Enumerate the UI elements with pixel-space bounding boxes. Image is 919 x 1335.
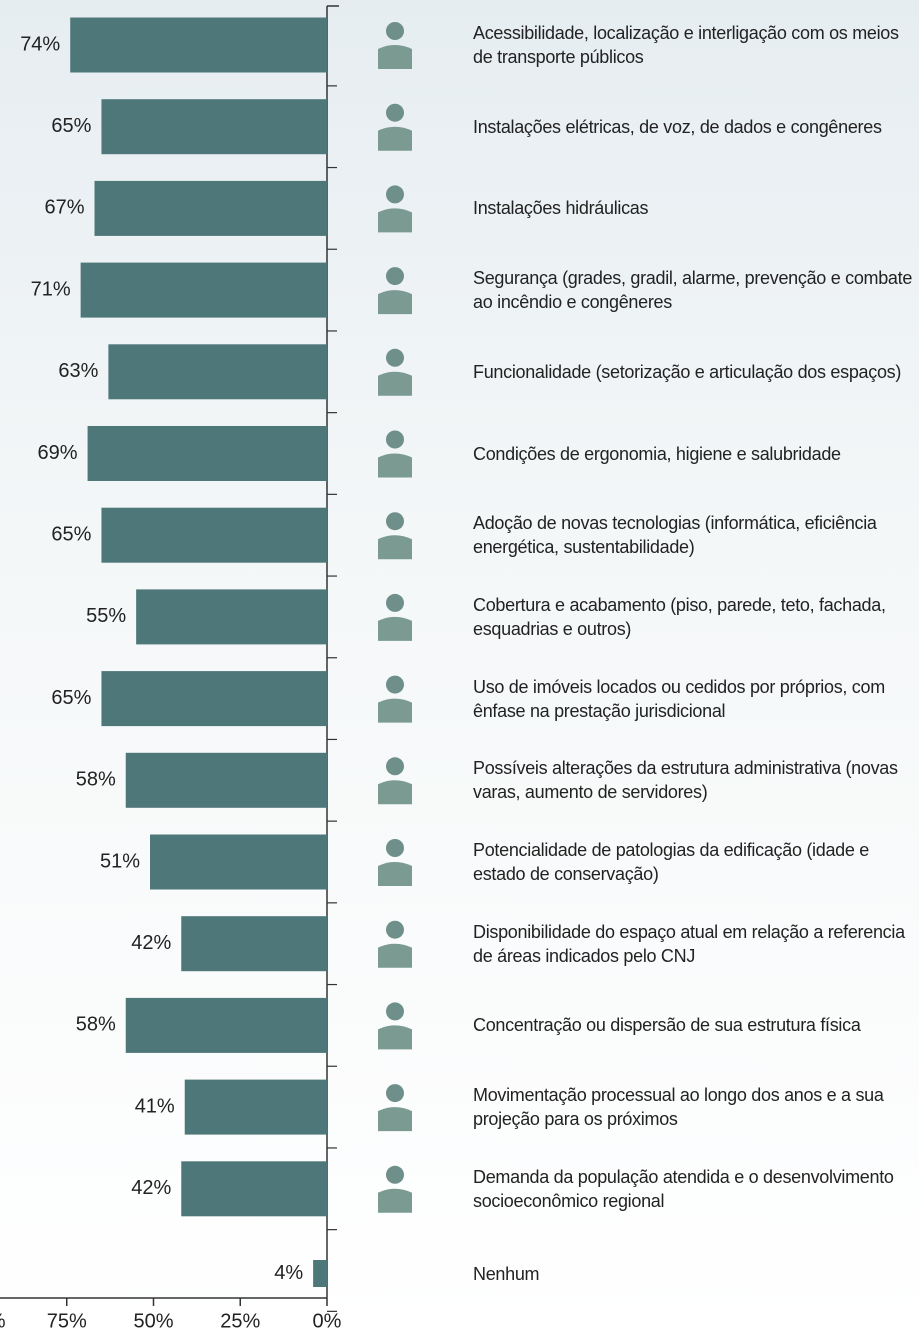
value-label: 65% xyxy=(51,687,91,709)
icon xyxy=(378,45,412,69)
icon xyxy=(386,1166,404,1184)
category-label: Concentração ou dispersão de sua estrutu… xyxy=(473,1013,917,1037)
category-label: Condições de ergonomia, higiene e salubr… xyxy=(473,442,917,466)
icon xyxy=(378,780,412,804)
x-tick-label: 0% xyxy=(313,1310,342,1332)
value-label: 55% xyxy=(86,605,126,627)
icon xyxy=(386,104,404,122)
bar xyxy=(101,508,327,563)
value-label: 74% xyxy=(20,33,60,55)
icon xyxy=(378,208,412,232)
bar xyxy=(95,181,327,236)
value-label: 71% xyxy=(31,278,71,300)
bar xyxy=(313,1260,327,1287)
icon xyxy=(378,617,412,641)
icon xyxy=(386,676,404,694)
bar xyxy=(126,753,327,808)
icon xyxy=(386,431,404,449)
x-tick-label: 75% xyxy=(47,1310,87,1332)
x-tick-label: 25% xyxy=(220,1310,260,1332)
bar xyxy=(88,426,327,481)
bar xyxy=(181,1161,327,1216)
value-label: 42% xyxy=(131,932,171,954)
icon xyxy=(378,1025,412,1049)
value-label: 63% xyxy=(58,360,98,382)
icon xyxy=(378,1189,412,1213)
category-label: Potencialidade de patologias da edificaç… xyxy=(473,838,917,886)
icon xyxy=(386,349,404,367)
category-label: Movimentação processual ao longo dos ano… xyxy=(473,1083,917,1131)
value-label: 58% xyxy=(76,769,116,791)
icon xyxy=(386,839,404,857)
bar xyxy=(108,344,327,399)
icon xyxy=(378,535,412,559)
bar xyxy=(126,998,327,1053)
icon xyxy=(378,699,412,723)
icon xyxy=(378,944,412,968)
icon xyxy=(378,372,412,396)
icon xyxy=(386,185,404,203)
bar xyxy=(101,671,327,726)
value-label: 67% xyxy=(44,197,84,219)
bar xyxy=(81,263,327,318)
value-label: 51% xyxy=(100,850,140,872)
icon xyxy=(386,921,404,939)
value-label: 4% xyxy=(274,1262,303,1284)
category-label: Nenhum xyxy=(473,1262,917,1286)
x-tick-label: 50% xyxy=(133,1310,173,1332)
x-tick-label: 100% xyxy=(0,1310,6,1332)
category-label: Funcionalidade (setorização e articulaçã… xyxy=(473,360,917,384)
page: 100% 75% 50% 25% 0% 74% 65% 67% 71% 63% 69% 65% 55% 6… xyxy=(0,0,919,1335)
category-label: Instalações elétricas, de voz, de dados … xyxy=(473,115,917,139)
icon xyxy=(386,594,404,612)
category-label: Uso de imóveis locados ou cedidos por pr… xyxy=(473,675,917,723)
bar xyxy=(136,589,327,644)
bar xyxy=(70,18,327,73)
category-label: Disponibilidade do espaço atual em relaç… xyxy=(473,920,917,968)
value-label: 58% xyxy=(76,1014,116,1036)
icon xyxy=(386,1002,404,1020)
icon xyxy=(386,1084,404,1102)
icon xyxy=(378,862,412,886)
icon xyxy=(386,22,404,40)
category-label: Cobertura e acabamento (piso, parede, te… xyxy=(473,593,917,641)
icon xyxy=(378,127,412,151)
icon xyxy=(378,454,412,478)
icon xyxy=(386,512,404,530)
value-label: 69% xyxy=(38,442,78,464)
value-label: 42% xyxy=(131,1177,171,1199)
icon xyxy=(378,290,412,314)
bar xyxy=(185,1080,327,1135)
category-label: Instalações hidráulicas xyxy=(473,196,917,220)
category-label: Adoção de novas tecnologias (informática… xyxy=(473,511,917,559)
icon xyxy=(386,757,404,775)
bar xyxy=(101,99,327,154)
icon xyxy=(386,267,404,285)
value-label: 65% xyxy=(51,523,91,545)
category-label: Segurança (grades, gradil, alarme, preve… xyxy=(473,266,917,314)
category-label: Possíveis alterações da estrutura admini… xyxy=(473,756,917,804)
icon xyxy=(378,1107,412,1131)
category-label: Demanda da população atendida e o desenv… xyxy=(473,1165,917,1213)
bar xyxy=(150,835,327,890)
bar xyxy=(181,916,327,971)
category-label: Acessibilidade, localização e interligaç… xyxy=(473,21,917,69)
value-label: 65% xyxy=(51,115,91,137)
value-label: 41% xyxy=(135,1095,175,1117)
